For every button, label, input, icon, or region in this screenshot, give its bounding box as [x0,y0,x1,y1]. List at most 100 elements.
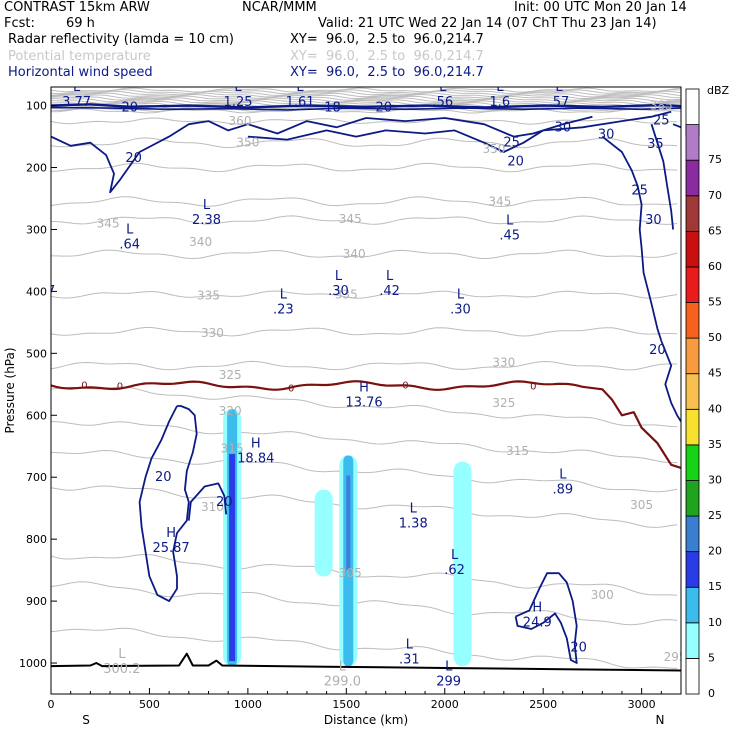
theta-label: 345 [488,195,511,209]
extremum-value: .31 [399,653,420,668]
reflectivity-columns [223,409,472,667]
y-tick-label: 700 [26,471,47,484]
colorbar-label: 60 [708,260,722,273]
theta-label: 345 [339,212,362,226]
wind-label: 20 [507,154,524,169]
wind-label: 20 [649,343,666,358]
wind-label: 20 [125,151,142,166]
colorbar-swatch [685,586,700,624]
theta-label: 350 [483,142,506,156]
y-axis-label: Pressure (hPa) [3,347,17,433]
model-title: CONTRAST 15km ARW [4,0,150,15]
colorbar-label: 45 [708,367,722,380]
x-tick-label: 3000 [628,698,656,711]
colorbar-label: 65 [708,224,722,237]
reflectivity-column [314,489,333,577]
extremum-marker: L [126,223,134,238]
wind-contour-loop-right [514,572,578,664]
freezing-level-label: 0 [288,383,294,394]
extremum-marker: L [335,269,343,284]
colorbar-swatch [685,480,700,517]
x-tick-label: 0 [48,698,55,711]
extremum-marker: L [445,659,453,674]
wind-label: 35 [647,137,664,152]
extremum-value: .62 [444,563,465,578]
x-tick-label: 1000 [234,698,262,711]
extremum-marker: L [203,198,211,213]
extremum-marker: L [439,80,447,95]
theta-label: 315 [221,442,244,456]
field-name-reflectivity: Radar reflectivity (lamda = 10 cm) [8,32,234,47]
y-tick-label: 900 [26,595,47,608]
chart-header: CONTRAST 15km ARW NCAR/MMM Init: 00 UTC … [0,0,740,86]
freezing-level-label: 0 [402,380,408,391]
field-xy-reflectivity: XY= 96.0, 2.5 to 96.0,214.7 [290,32,484,47]
theta-label: 335 [335,287,358,301]
extremum-marker: H [532,600,542,615]
extremum-marker: L [234,80,242,95]
field-name-wind: Horizontal wind speed [8,65,153,80]
colorbar-label: 20 [708,545,722,558]
extremum-marker: H [251,436,261,451]
y-tick-label: 1000 [19,657,47,670]
x-axis-label: Distance (km) [324,713,408,727]
wind-label: 20 [570,641,587,656]
theta-label: 340 [189,235,212,249]
extremum-value: .89 [553,482,574,497]
x-end-label-south: S [82,713,90,727]
theta-label: 330 [492,356,515,370]
y-tick-label: 600 [26,409,47,422]
colorbar-swatch [685,658,700,695]
colorbar-swatch [685,266,700,303]
freezing-level-contour [51,380,681,469]
wind-label: 20 [155,470,172,485]
extremum-marker: L [296,80,304,95]
wind-contour-loop-left [138,405,198,602]
extremum-value: .23 [273,303,294,318]
y-tick-label: 400 [26,285,47,298]
x-tick-label: 1500 [332,698,360,711]
extremum-value: 24.9 [523,615,552,630]
fcst-value: 69 h [66,16,95,31]
extremum-value: .45 [499,228,520,243]
colorbar-label: 25 [708,509,722,522]
colorbar-swatch [685,515,700,553]
colorbar-label: 15 [708,580,722,593]
wind-label: 30 [598,128,615,143]
extremum-marker: L [280,288,288,303]
colorbar-title: dBZ [707,84,730,97]
wind-label: 25 [631,183,648,198]
x-tick-label: 500 [139,698,160,711]
colorbar-swatch [685,551,700,588]
extremum-value: .56 [432,95,453,110]
colorbar-swatch [685,230,700,268]
colorbar-swatch [685,159,700,197]
theta-label: 345 [97,216,120,230]
colorbar-swatch [685,408,700,446]
theta-label: 300 [591,588,614,602]
extremum-value: 1.6 [490,95,511,110]
theta-label: 360 [229,114,252,128]
y-axis: 100 200 300 400 500 600 700 800 900 1000 Pressure … [3,100,57,670]
theta-label: 310 [201,500,224,514]
extremum-value: .30 [450,303,471,318]
theta-label: 385 [650,99,673,113]
extremum-value: 2.38 [192,213,221,228]
colorbar-swatch [685,373,700,410]
colorbar-label: 35 [708,438,722,451]
theta-label: 340 [343,247,366,261]
y-tick-label: 300 [26,223,47,236]
reflectivity-column [453,461,472,667]
terrain-line [51,652,681,672]
extremum-value: 299 [436,674,461,689]
colorbar-label: 10 [708,616,722,629]
colorbar-label: 70 [708,189,722,202]
colorbar-swatch [685,195,700,232]
colorbar-label: 0 [708,687,715,700]
colorbar-swatch [685,124,700,161]
extremum-value: 300.2 [103,662,140,677]
wind-label: 25 [503,136,520,151]
theta-label: 335 [197,289,220,303]
